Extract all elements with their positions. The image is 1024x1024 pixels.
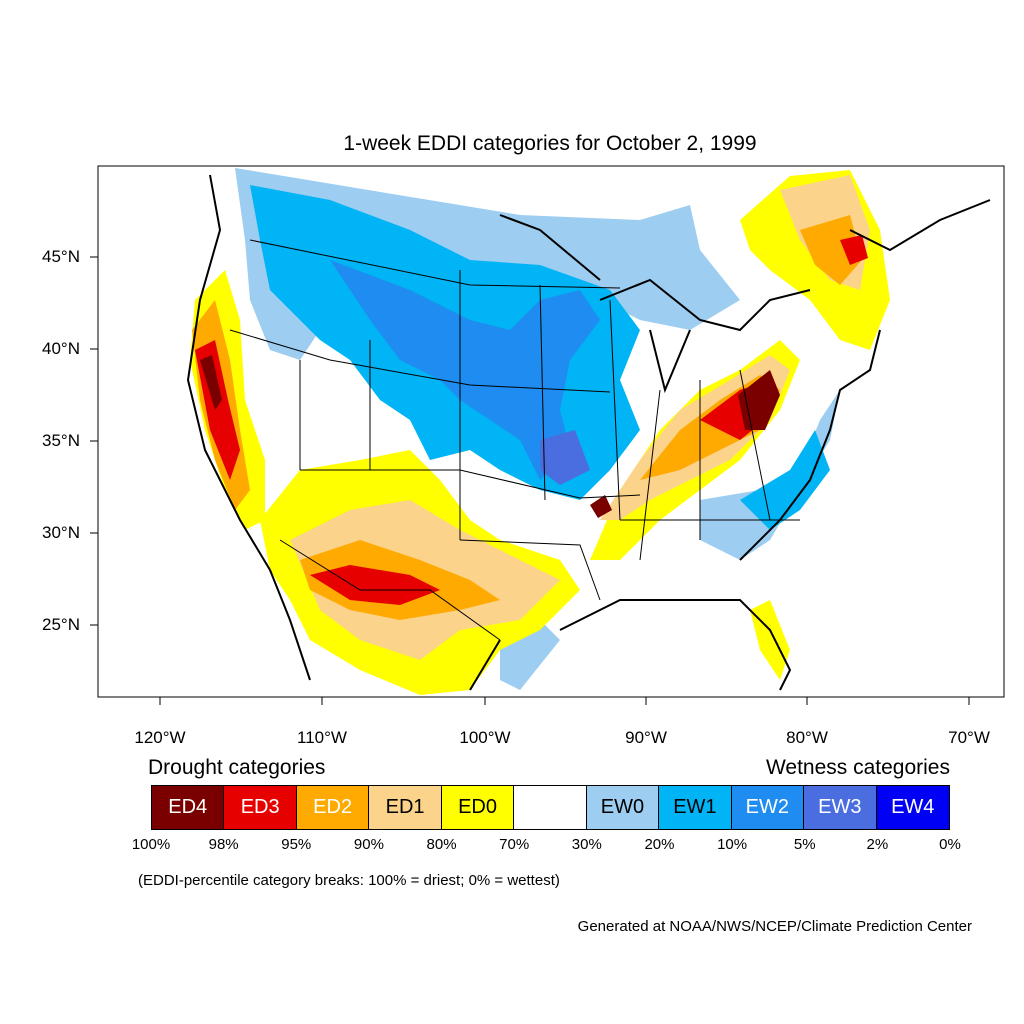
lon-label: 100°W	[459, 728, 511, 747]
axis-ticks	[90, 256, 970, 705]
wetness-heading: Wetness categories	[765, 756, 950, 779]
legend-swatch: EW4	[876, 786, 949, 829]
legend-break-label: 30%	[571, 836, 602, 853]
legend-break-label: 10%	[717, 836, 748, 853]
credit-line: Generated at NOAA/NWS/NCEP/Climate Predi…	[577, 918, 972, 935]
dry-ed4-westcoast	[200, 355, 222, 410]
legend-break-label: 98%	[208, 836, 239, 853]
lon-label: 90°W	[625, 728, 667, 747]
lat-label: 35°N	[42, 431, 80, 450]
map-frame	[97, 165, 1005, 698]
legend-break-label: 100%	[131, 836, 171, 853]
legend-break-label: 95%	[281, 836, 312, 853]
dry-ed3-southwest	[310, 565, 440, 605]
wet-ew2-central	[330, 260, 600, 480]
legend-break-label: 2%	[866, 836, 889, 853]
legend-break-label: 0%	[939, 836, 961, 853]
legend-bar: ED4 ED3 ED2 ED1 ED0 EW0 EW1 EW2 EW3 EW4	[151, 785, 950, 830]
lon-label: 80°W	[786, 728, 828, 747]
coastlines	[186, 174, 991, 691]
lat-label: 30°N	[42, 523, 80, 542]
dry-ed2-northeast	[800, 215, 862, 285]
dry-ed3-northeast	[840, 235, 868, 265]
legend-swatch: EW1	[659, 786, 732, 829]
legend-swatch: ED0	[441, 786, 515, 829]
lon-label: 70°W	[948, 728, 990, 747]
legend-swatch: ED4	[152, 786, 225, 829]
legend-break-label: 5%	[793, 836, 816, 853]
lat-label: 25°N	[42, 615, 80, 634]
legend-swatch: EW0	[586, 786, 660, 829]
drought-heading: Drought categories	[148, 756, 326, 779]
legend-swatch: ED1	[369, 786, 442, 829]
legend-swatch: ED3	[224, 786, 297, 829]
wet-ew3-kansas	[540, 430, 590, 485]
legend-break-label: 70%	[499, 836, 530, 853]
lon-label: 110°W	[297, 728, 347, 747]
legend-break-label: 80%	[426, 836, 457, 853]
lon-label: 120°W	[134, 728, 186, 747]
legend-swatch: ED2	[296, 786, 370, 829]
wet-ew1-carolinas	[740, 430, 830, 530]
lat-label: 40°N	[42, 339, 80, 358]
map-title: 1-week EDDI categories for October 2, 19…	[343, 132, 757, 155]
dry-ed4-arkansas	[590, 495, 612, 518]
lat-label: 45°N	[42, 247, 80, 266]
legend-swatch: EW3	[804, 786, 877, 829]
legend-swatch	[514, 786, 587, 829]
wet-ew0-southeast	[700, 390, 840, 560]
legend-break-label: 90%	[353, 836, 384, 853]
legend-break-label: 20%	[644, 836, 675, 853]
legend-swatch: EW2	[731, 786, 805, 829]
category-note: (EDDI-percentile category breaks: 100% =…	[138, 872, 560, 889]
state-borders	[229, 239, 800, 641]
